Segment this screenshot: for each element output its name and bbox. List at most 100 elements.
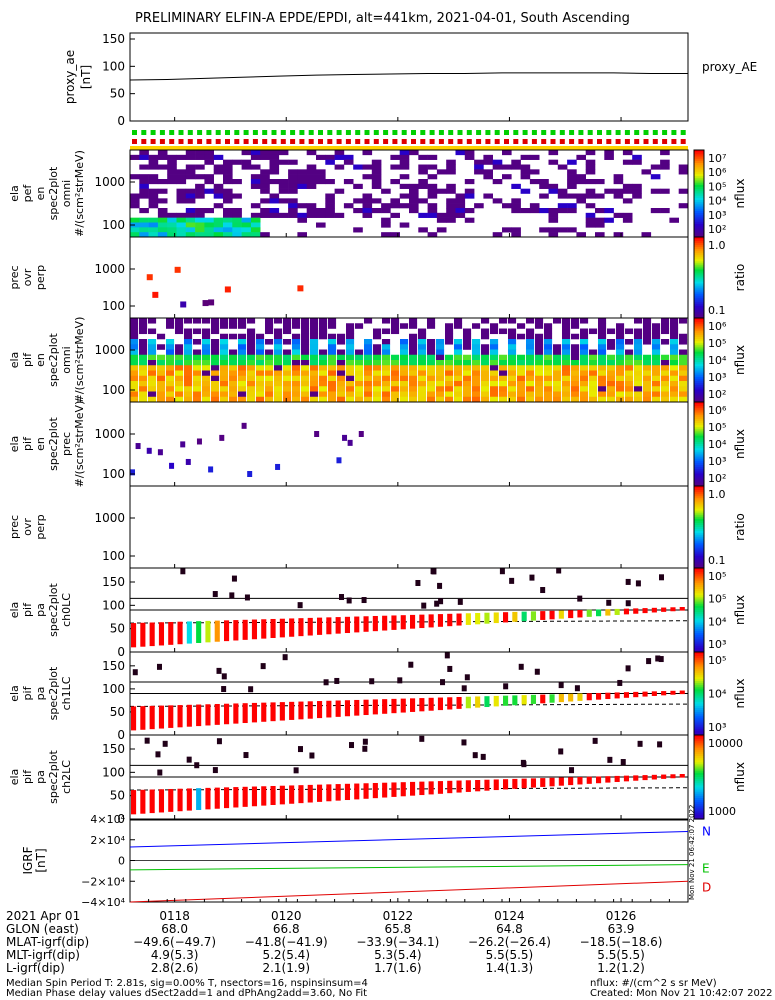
pif-prec-colorbar-cell [694,437,704,441]
pif-en-cell [481,333,490,340]
pif-en-cell [265,354,274,361]
pif-prec-colorbar-cell [694,477,704,481]
pif-en-cell [445,328,454,335]
pif-en-cell [175,328,184,335]
pif-en-cell [571,391,580,398]
pif-en-cell [598,360,607,366]
pa-ch2-pa-cell [242,786,248,807]
prec-i-colorbar-cell [694,498,704,501]
pif-en-cell [418,354,427,361]
status-red [624,139,630,144]
pif-prec-point [135,443,141,450]
pif-en-cell [499,354,508,361]
pif-en-cell [256,344,265,350]
pef-en-cell [223,164,233,170]
pif-en-cell [265,370,274,377]
prec-e-colorbar-cell [694,245,704,248]
status-red [355,139,361,144]
pif-en-cell [625,375,634,382]
status-green [271,130,277,135]
pif-en-colorbar-tick: 10⁵ [708,337,726,350]
pa-ch1-pa-cell [149,705,155,730]
pif-en-cell [400,381,409,387]
pef-en-colorbar-cell [694,176,704,179]
pa-ch1-colorbar-cell [694,676,704,680]
prec-e-point [152,291,159,298]
pif-en-cell [526,370,535,377]
pa-ch0-pa-dot [529,574,535,581]
pa-ch0-pa-dot [346,597,352,604]
pef-en-cell [241,164,252,170]
pif-en-cell [472,360,481,366]
pif-en-cell [319,396,328,403]
pif-en-cell [391,381,400,387]
pif-en-cell [256,386,265,392]
pif-en-cell [409,318,418,324]
pif-en-cell [301,396,310,403]
pef-en-cell [269,193,280,199]
status-red [531,139,537,144]
pef-en-cell [585,179,596,185]
pif-en-cell [166,339,175,345]
pif-en-cell [607,339,616,345]
pef-en-cell [213,193,224,199]
pif-en-cell [211,391,220,398]
pif-en-cell [589,370,598,377]
pif-en-cell [274,349,283,356]
pif-en-cell [454,349,463,356]
pif-en-cell [616,360,625,366]
pa-ch1-pa-cell [577,693,583,701]
pif-en-cell [418,328,427,335]
pif-en-cell [166,391,175,398]
pif-en-cell [400,349,409,356]
pif-en-cell [373,386,382,392]
pif-en-cell [643,360,652,366]
pa-ch1-pa-cell [400,698,406,713]
xaxis-label-l: L-igrf(dip) [6,961,65,975]
pif-en-cell [562,391,571,398]
pif-en-cell [328,339,337,345]
pif-prec-colorbar-cell [694,465,704,468]
pif-en-tick-label: 1000 [94,343,125,357]
pef-en-cell [176,227,187,233]
pef-en-cell [288,208,298,214]
pif-en-cell [580,396,589,403]
prec-i-colorbar-cell [694,543,704,547]
pif-prec-point [241,422,247,429]
pa-ch2-loss-cone [129,787,689,791]
pa-ch2-colorbar-cell [694,785,704,789]
status-red [438,139,444,144]
pif-en-colorbar-cell [694,339,704,342]
pa-ch2-pa-cell [149,789,155,814]
pef-en-cell [548,208,559,214]
footer-units: nflux: #/(cm^2 s sr MeV) [590,978,717,989]
pa-ch1-pa-dot [221,686,227,693]
pef-en-cell [288,169,298,175]
pif-en-cell [580,318,589,324]
pef-en-cell [185,212,196,218]
pa-ch1-pa-cell [493,695,499,707]
pef-en-cell [176,232,187,238]
pif-en-cell [247,381,256,387]
pif-en-cell [391,365,400,371]
pef-en-cell [130,227,140,233]
pif-en-cell [652,381,661,387]
prec-e-colorbar-cell [694,259,704,262]
prec-i-colorbar-cell [694,561,704,565]
pef-en-cell [195,164,205,170]
pef-en-cell [223,212,233,218]
pa-ch1-pa-dot [464,674,470,681]
pa-ch1-pa-cell [568,693,574,702]
pef-en-cell [678,203,689,209]
pif-en-cell [184,391,193,398]
pif-en-cell [382,354,391,361]
pif-en-cell [445,381,454,387]
pif-en-cell [364,318,373,324]
pif-en-cell [454,354,463,361]
pif-en-cell [409,344,418,350]
pif-en-cell [229,349,238,356]
pif-en-cell [328,381,337,387]
pa-ch0-colorbar-cell [694,584,704,588]
pif-en-cell [436,396,445,403]
pef-en-colorbar-cell [694,189,704,192]
